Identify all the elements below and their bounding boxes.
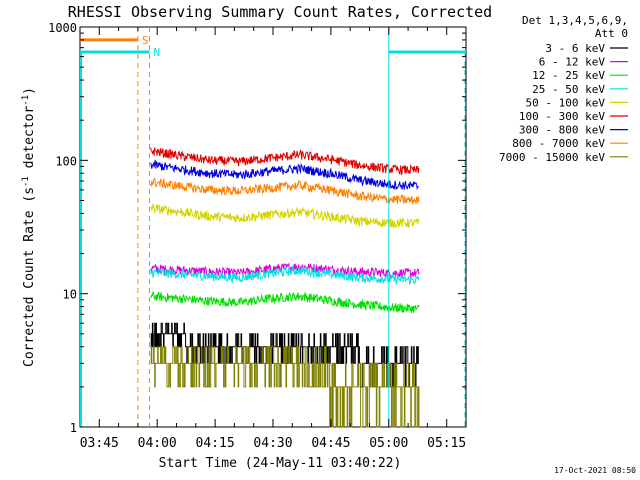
legend-label: 800 - 7000 keV <box>512 137 605 150</box>
series-line <box>150 266 420 286</box>
x-tick-label: 05:00 <box>369 436 408 451</box>
chart-title: RHESSI Observing Summary Count Rates, Co… <box>68 3 492 21</box>
legend-label: 7000 - 15000 keV <box>499 151 605 164</box>
series-layer <box>150 147 420 428</box>
legend-label: 25 - 50 keV <box>532 83 605 96</box>
series-line <box>150 176 420 205</box>
legend-label: 12 - 25 keV <box>532 69 605 82</box>
plot-timestamp: 17-Oct-2021 08:50 <box>554 466 636 475</box>
y-axis-label-end: ) <box>22 87 37 95</box>
series-line <box>150 147 420 176</box>
series-line <box>150 346 420 428</box>
state-label: N <box>153 46 160 59</box>
x-tick-label: 04:45 <box>311 436 350 451</box>
y-tick-label: 1000 <box>48 21 77 35</box>
x-tick-label: 04:15 <box>196 436 235 451</box>
y-tick-label: 10 <box>63 288 77 302</box>
y-axis-label-exp1: -1 <box>21 176 31 187</box>
x-tick-label: 04:30 <box>253 436 292 451</box>
y-tick-label: 1 <box>70 421 77 435</box>
x-axis-label: Start Time (24-May-11 03:40:22) <box>159 456 402 471</box>
y-axis: 1 10 100 1000 <box>48 21 466 435</box>
x-tick-label: 04:00 <box>138 436 177 451</box>
series-line <box>150 290 420 314</box>
x-axis: 03:45 04:00 04:15 04:30 04:45 05:00 05:15 <box>80 27 466 451</box>
series-line <box>150 159 419 191</box>
legend-label: 300 - 800 keV <box>519 124 605 137</box>
legend-label: 6 - 12 keV <box>539 56 606 69</box>
y-axis-label-main: Corrected Count Rate (s <box>22 187 37 367</box>
legend-label: 3 - 6 keV <box>545 42 605 55</box>
legend-header-line2: Att 0 <box>595 27 628 40</box>
x-tick-label: 03:45 <box>80 436 119 451</box>
y-axis-label-exp2: -1 <box>21 95 31 106</box>
y-tick-label: 100 <box>55 154 77 168</box>
legend-label: 100 - 300 keV <box>519 110 605 123</box>
state-layer: SN <box>80 27 466 427</box>
y-axis-label-mid: detector <box>22 106 37 177</box>
legend-label: 50 - 100 keV <box>526 96 606 109</box>
state-label: S <box>142 34 149 47</box>
y-axis-label: Corrected Count Rate (s-1 detector-1) <box>21 87 37 367</box>
series-line <box>150 203 420 229</box>
legend-header-line1: Det 1,3,4,5,6,9, <box>522 14 628 27</box>
x-tick-label: 05:15 <box>427 436 466 451</box>
